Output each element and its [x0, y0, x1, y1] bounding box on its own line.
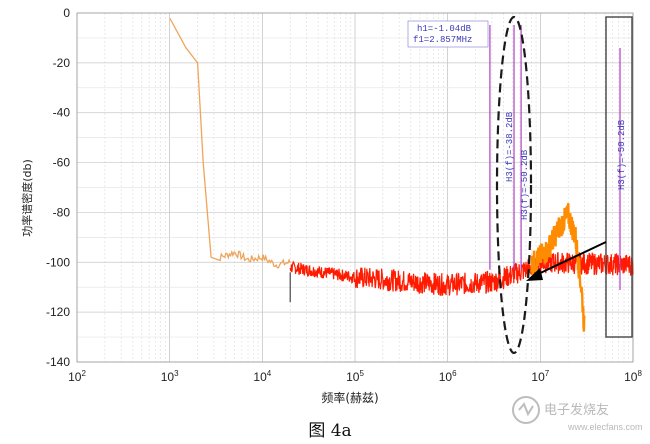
- marker-readout-box: [407, 20, 489, 48]
- overlay: [289, 15, 633, 355]
- marker-label-1: H3(f)=-38.2dB: [505, 111, 515, 182]
- watermark-logo: 电子发烧友 www.elecfans.com: [512, 396, 643, 432]
- series-line: [530, 203, 586, 332]
- y-tick-label: -40: [53, 106, 71, 120]
- series-layer: [169, 17, 634, 332]
- plot-frame: [76, 12, 634, 363]
- watermark-url: www.elecfans.com: [567, 422, 643, 432]
- marker-label-right: H3(f)=-50.2dB: [617, 119, 627, 190]
- series-line: [169, 17, 291, 269]
- arrow-line: [533, 241, 607, 277]
- y-tick-label: -80: [53, 205, 71, 219]
- x-tick-label: 105: [346, 369, 364, 384]
- marker-label-2: H3(f)=-50.2dB: [520, 149, 530, 220]
- x-tick-label: 104: [253, 369, 271, 384]
- y-tick-label: -140: [46, 355, 70, 369]
- grid: [76, 12, 634, 363]
- y-axis-label: 功率谱密度(db): [20, 159, 34, 237]
- y-tick-label: -100: [46, 255, 70, 269]
- x-tick-label: 108: [624, 369, 642, 384]
- x-tick-label: 102: [68, 369, 86, 384]
- highlight-box: [605, 16, 633, 338]
- y-tick-label: 0: [63, 6, 70, 20]
- x-axis-label: 频率(赫兹): [321, 390, 378, 405]
- watermark-text: 电子发烧友: [544, 402, 609, 418]
- marker-readout-1: h1=-1.04dB: [417, 24, 472, 34]
- highlight-ellipse: [495, 15, 533, 355]
- y-tick-label: -60: [53, 156, 71, 170]
- x-tick-label: 103: [161, 369, 179, 384]
- x-tick-label: 107: [531, 369, 549, 384]
- figure-caption: 图 4a: [308, 421, 351, 441]
- marker-readout-2: f1=2.857MHz: [413, 35, 472, 45]
- y-tick-label: -120: [46, 305, 70, 319]
- y-tick-label: -20: [53, 56, 71, 70]
- x-tick-label: 106: [439, 369, 457, 384]
- arrow-head: [526, 268, 543, 281]
